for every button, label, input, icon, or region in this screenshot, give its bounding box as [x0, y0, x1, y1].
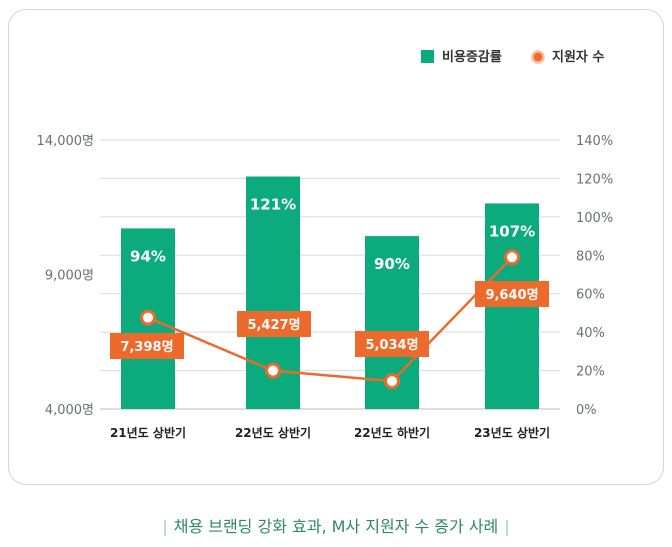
- legend-swatch-line: [531, 50, 545, 64]
- x-tick-label: 22년도 하반기: [354, 425, 430, 440]
- legend-label: 지원자 수: [552, 50, 604, 65]
- line-value-box: [110, 333, 184, 359]
- line-value-label: 9,640명: [485, 287, 538, 303]
- line-point: [140, 309, 156, 326]
- y-left-tick-label: 14,000명: [37, 134, 94, 149]
- line-value-label: 5,427명: [247, 317, 300, 333]
- bar-value-label: 107%: [489, 222, 535, 240]
- x-tick-label: 23년도 상반기: [474, 425, 550, 440]
- line-value-label: 7,398명: [120, 339, 173, 355]
- y-right-tick-label: 100%: [576, 211, 613, 226]
- y-right-tick-label: 120%: [576, 172, 613, 187]
- line-value-box: [237, 311, 311, 337]
- chart-caption: | 채용 브랜딩 강화 효과, M사 지원자 수 증가 사례 |: [0, 513, 672, 537]
- x-tick-label: 21년도 상반기: [110, 425, 186, 440]
- line-value-box: [355, 331, 429, 357]
- y-left-tick-label: 9,000명: [45, 269, 94, 284]
- y-right-tick-label: 0%: [576, 403, 597, 418]
- y-right-tick-label: 40%: [576, 326, 605, 341]
- caption-divider-right: |: [504, 517, 510, 536]
- y-right-tick-label: 140%: [576, 134, 613, 149]
- line-point: [265, 362, 281, 379]
- caption-divider-left: |: [162, 517, 168, 536]
- bar-value-label: 121%: [250, 196, 296, 214]
- y-right-tick-label: 20%: [576, 365, 605, 380]
- line-point: [504, 249, 520, 266]
- bar-value-label: 90%: [374, 255, 410, 273]
- legend-label: 비용증감률: [442, 49, 502, 65]
- legend-swatch-bar: [421, 50, 434, 63]
- caption-text: 채용 브랜딩 강화 효과, M사 지원자 수 증가 사례: [173, 517, 499, 536]
- bar-value-label: 94%: [130, 247, 166, 265]
- x-tick-label: 22년도 상반기: [235, 425, 311, 440]
- line-point: [384, 373, 400, 390]
- line-value-label: 5,034명: [365, 337, 418, 353]
- y-right-tick-label: 80%: [576, 249, 605, 264]
- y-right-tick-label: 60%: [576, 288, 605, 303]
- y-left-tick-label: 4,000명: [45, 403, 94, 418]
- chart-card: [8, 9, 664, 485]
- line-series: [147, 256, 513, 383]
- line-value-box: [475, 281, 549, 307]
